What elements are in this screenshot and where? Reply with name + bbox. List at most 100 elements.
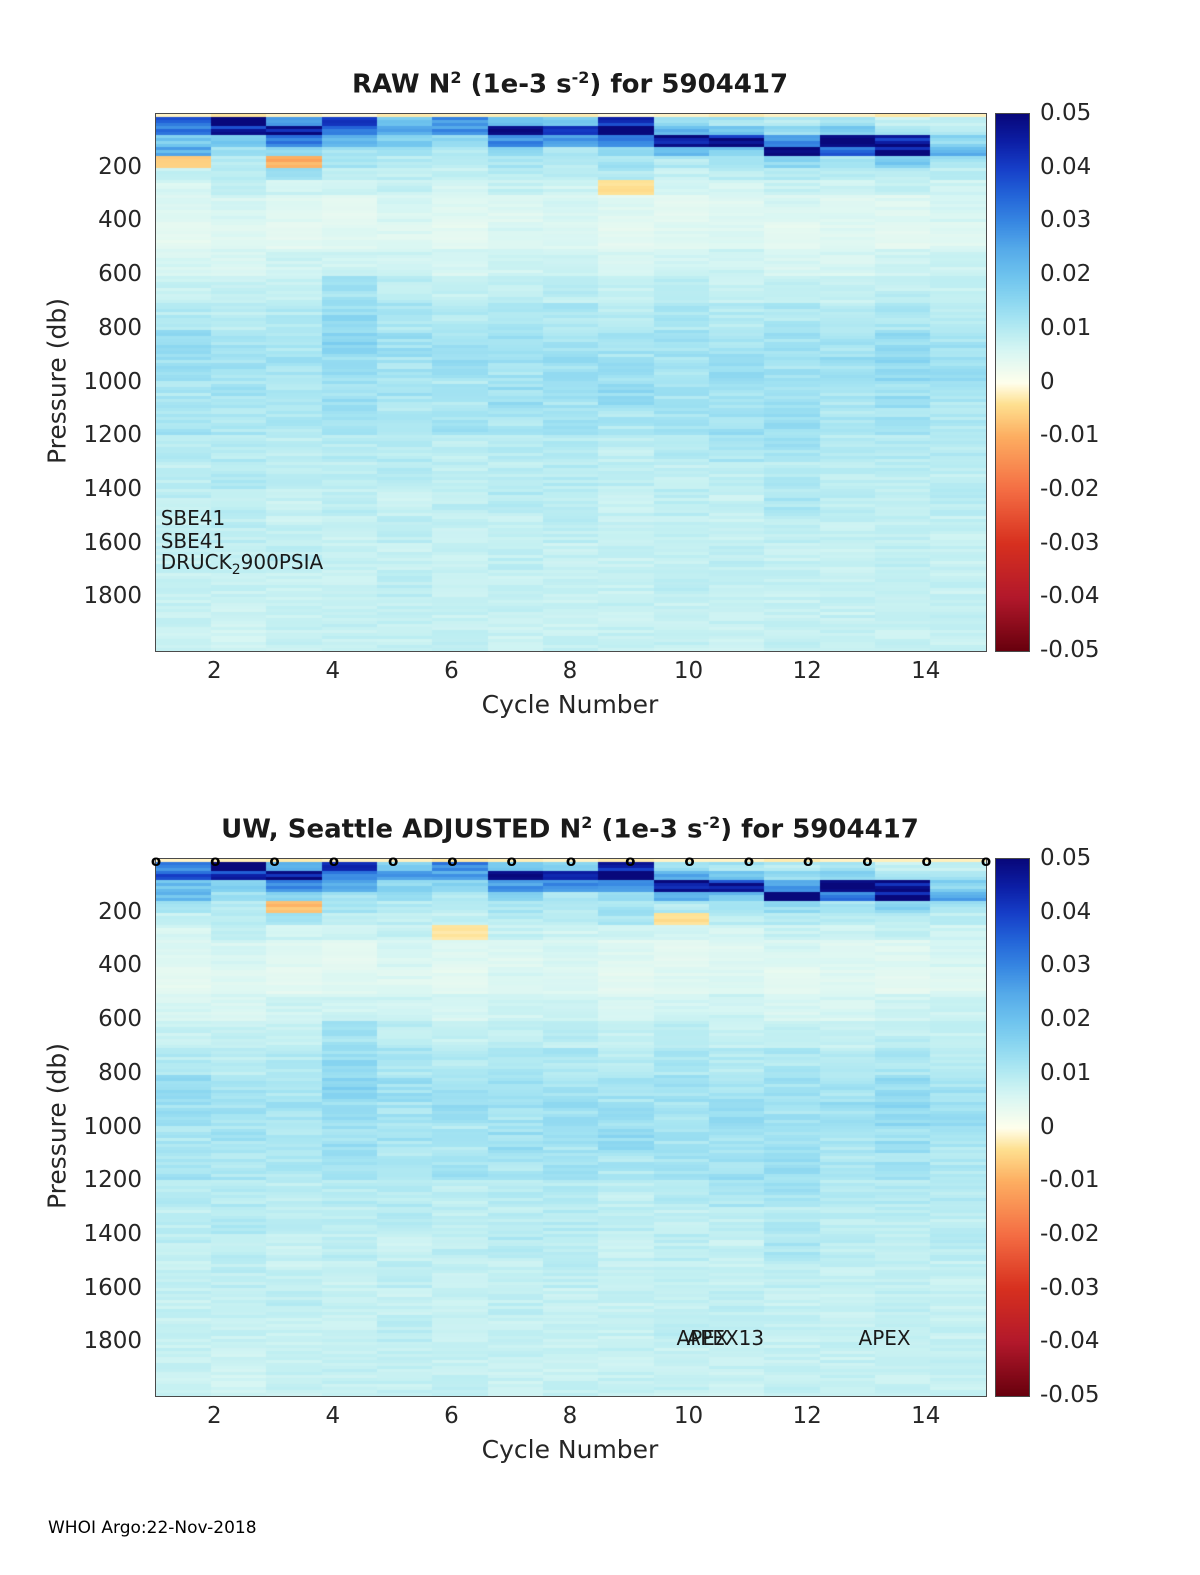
heatmap-canvas bbox=[156, 114, 986, 651]
colorbar-tick-label: -0.03 bbox=[1040, 1274, 1100, 1301]
profile-marker: o bbox=[269, 851, 280, 870]
plot-area: SBE41 SBE41 DRUCK2900PSIA bbox=[155, 113, 987, 652]
x-tick-label: 2 bbox=[206, 658, 222, 684]
colorbar-tick-label: 0.01 bbox=[1040, 314, 1092, 341]
x-tick-label: 10 bbox=[673, 658, 704, 684]
chart-adjusted: UW, Seattle ADJUSTED N2 (1e-3 s-2) for 5… bbox=[0, 745, 1200, 1490]
plot-annotation: APEX bbox=[676, 1326, 729, 1351]
colorbar-tick-label: 0.02 bbox=[1040, 1006, 1092, 1033]
heatmap-canvas bbox=[156, 859, 986, 1396]
chart-title: RAW N2 (1e-3 s-2) for 5904417 bbox=[155, 68, 985, 100]
colorbar-tick-label: 0.03 bbox=[1040, 207, 1092, 234]
x-axis-label: Cycle Number bbox=[481, 690, 659, 719]
y-tick-label: 800 bbox=[98, 314, 142, 341]
plot-overlay: SBE41 SBE41 DRUCK2900PSIA bbox=[156, 114, 986, 651]
colorbar-tick-label: -0.02 bbox=[1040, 475, 1100, 502]
plot-annotation: SBE41 bbox=[160, 506, 226, 531]
x-tick-label: 10 bbox=[673, 1403, 704, 1429]
x-tick-label: 12 bbox=[792, 658, 822, 684]
y-tick-label: 600 bbox=[98, 1006, 142, 1033]
title-text: (1e-3 s bbox=[461, 69, 572, 100]
x-tick-label: 4 bbox=[325, 1403, 341, 1429]
profile-marker: o bbox=[980, 851, 992, 870]
title-superscript: -2 bbox=[702, 813, 721, 832]
profile-marker: o bbox=[684, 851, 695, 870]
y-tick-label: 400 bbox=[98, 952, 142, 979]
x-axis-label: Cycle Number bbox=[481, 1435, 659, 1464]
x-tick-label: 6 bbox=[444, 1403, 459, 1429]
profile-marker: o bbox=[565, 851, 577, 870]
chart-title: UW, Seattle ADJUSTED N2 (1e-3 s-2) for 5… bbox=[155, 813, 985, 845]
colorbar-tick-label: -0.04 bbox=[1040, 1328, 1100, 1355]
y-tick-label: 1200 bbox=[83, 422, 142, 449]
profile-marker: o bbox=[802, 851, 814, 870]
profile-marker: o bbox=[506, 851, 517, 870]
title-text: UW, Seattle ADJUSTED N bbox=[221, 814, 582, 845]
plot-annotation: APEX bbox=[858, 1326, 911, 1351]
footer-credit: WHOI Argo:22-Nov-2018 bbox=[48, 1518, 257, 1538]
profile-marker: o bbox=[328, 851, 339, 870]
profile-marker: o bbox=[921, 851, 932, 870]
x-tick-label: 14 bbox=[911, 1403, 941, 1429]
y-tick-label: 1000 bbox=[83, 368, 142, 395]
colorbar-tick-label: -0.05 bbox=[1040, 1382, 1100, 1408]
title-text: RAW N bbox=[351, 69, 451, 100]
title-superscript: -2 bbox=[571, 68, 590, 87]
colorbar-tick-label: -0.03 bbox=[1040, 529, 1100, 556]
colorbar-tick-label: 0 bbox=[1040, 1113, 1055, 1140]
profile-marker: o bbox=[150, 851, 162, 870]
title-superscript: 2 bbox=[581, 813, 593, 832]
colorbar bbox=[995, 113, 1030, 652]
colorbar-tick-label: 0 bbox=[1040, 368, 1055, 395]
x-tick-label: 8 bbox=[562, 658, 578, 684]
colorbar-tick-label: 0.04 bbox=[1040, 153, 1092, 180]
plot-area: APEX13 APEX APEX o o o o o o o o o o o o o o o bbox=[151, 852, 991, 1397]
y-tick-label: 1800 bbox=[83, 1328, 142, 1355]
x-tick-label: 4 bbox=[325, 658, 341, 684]
y-tick-label: 200 bbox=[98, 898, 142, 925]
y-tick-label: 1200 bbox=[83, 1167, 142, 1194]
colorbar-tick-label: 0.01 bbox=[1040, 1059, 1092, 1086]
y-tick-label: 1000 bbox=[83, 1113, 142, 1140]
colorbar-tick-label: -0.01 bbox=[1040, 1167, 1100, 1194]
colorbar-tick-label: 0.04 bbox=[1040, 898, 1092, 925]
x-tick-label: 6 bbox=[444, 658, 459, 684]
y-tick-label: 1600 bbox=[83, 529, 142, 556]
colorbar bbox=[995, 858, 1030, 1397]
plot-annotation: SBE41 bbox=[160, 528, 226, 553]
profile-marker: o bbox=[625, 851, 636, 870]
colorbar-tick-label: 0.02 bbox=[1040, 261, 1092, 288]
y-tick-label: 600 bbox=[98, 261, 142, 288]
y-tick-label: 1400 bbox=[83, 1220, 142, 1247]
colorbar-tick-label: -0.05 bbox=[1040, 637, 1100, 663]
colorbar-tick-label: 0.03 bbox=[1040, 952, 1092, 979]
profile-marker: o bbox=[862, 851, 873, 870]
y-tick-label: 1800 bbox=[83, 583, 142, 610]
title-text: ) for 5904417 bbox=[720, 814, 919, 845]
x-tick-label: 8 bbox=[562, 1403, 578, 1429]
x-tick-label: 2 bbox=[206, 1403, 222, 1429]
x-tick-label: 14 bbox=[911, 658, 941, 684]
chart-raw: RAW N2 (1e-3 s-2) for 5904417 Pressure (… bbox=[0, 0, 1200, 745]
profile-marker: o bbox=[743, 851, 754, 870]
title-superscript: 2 bbox=[450, 68, 462, 87]
y-tick-label: 1400 bbox=[83, 475, 142, 502]
colorbar-tick-label: 0.05 bbox=[1040, 100, 1092, 126]
profile-marker: o bbox=[210, 851, 221, 870]
colorbar-tick-label: -0.04 bbox=[1040, 583, 1100, 610]
plot-annotation: DRUCK2900PSIA bbox=[160, 549, 324, 578]
colorbar-tick-label: -0.01 bbox=[1040, 422, 1100, 449]
colorbar-tick-label: -0.02 bbox=[1040, 1220, 1100, 1247]
colorbar-tick-label: 0.05 bbox=[1040, 845, 1092, 871]
y-tick-label: 200 bbox=[98, 153, 142, 180]
y-tick-label: 800 bbox=[98, 1059, 142, 1086]
x-tick-label: 12 bbox=[792, 1403, 822, 1429]
profile-marker: o bbox=[447, 851, 458, 870]
title-text: (1e-3 s bbox=[592, 814, 703, 845]
plot-overlay: APEX13 APEX APEX o o o o o o o o o o o o o o o bbox=[151, 852, 991, 1396]
y-tick-label: 400 bbox=[98, 207, 142, 234]
title-text: ) for 5904417 bbox=[589, 69, 789, 100]
profile-marker: o bbox=[387, 851, 399, 870]
y-tick-label: 1600 bbox=[83, 1274, 142, 1301]
plot-annotation: APEX13 bbox=[686, 1326, 765, 1351]
